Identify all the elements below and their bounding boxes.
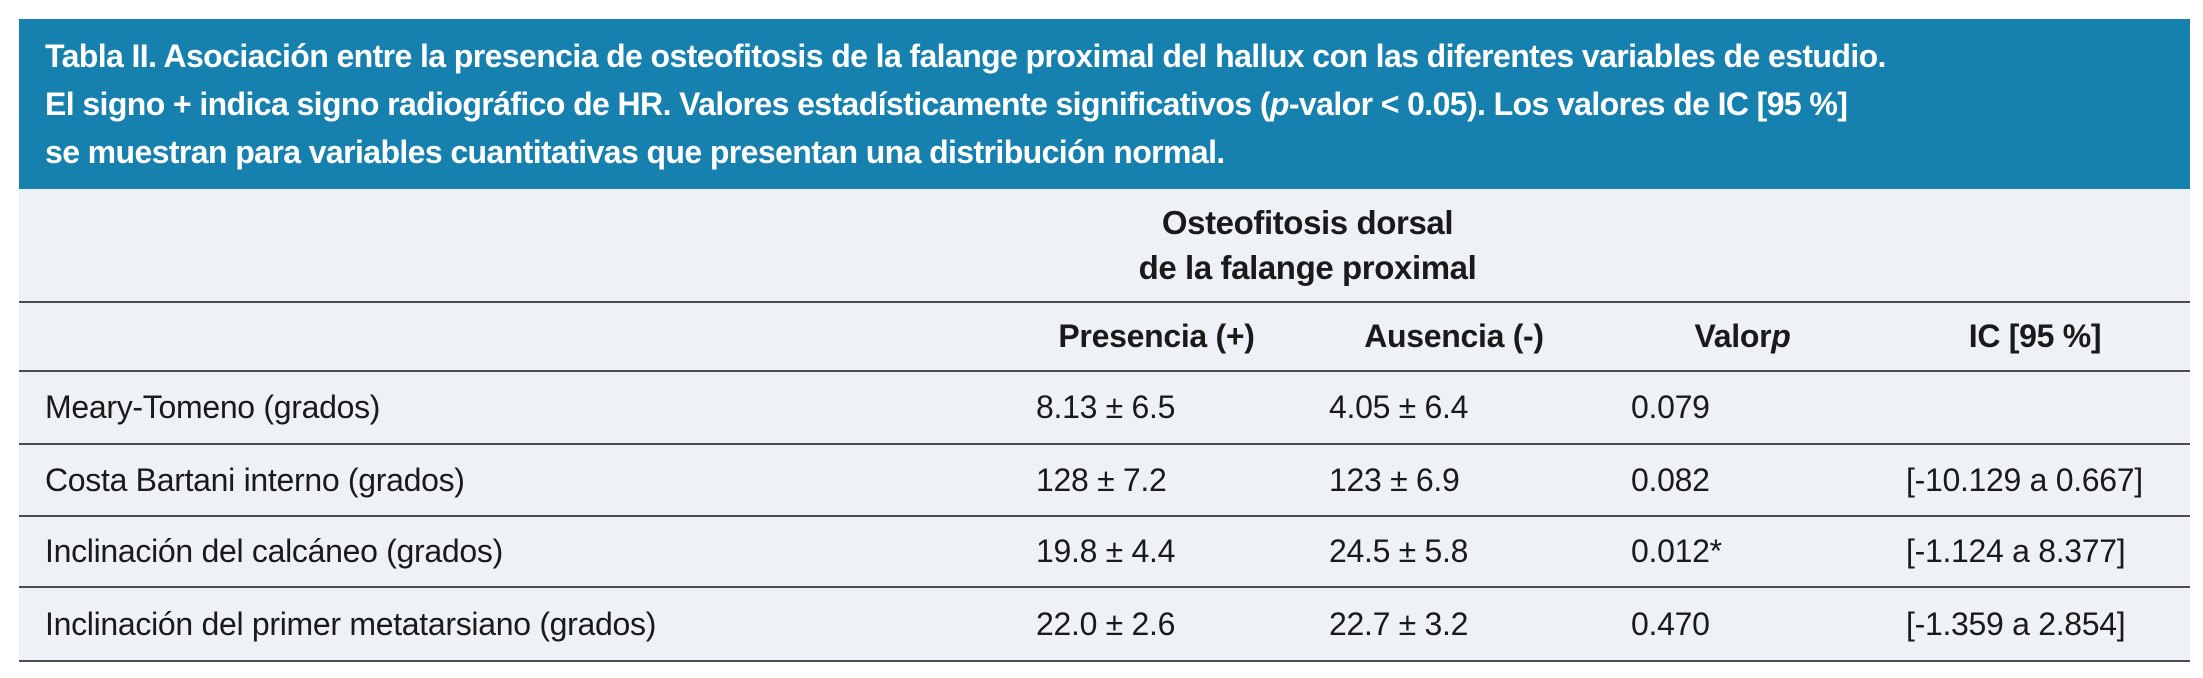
group-header-line-1: Osteofitosis dorsal xyxy=(1161,204,1454,241)
group-header-spacer xyxy=(19,189,1010,301)
cell-ausencia: 123 ± 6.9 xyxy=(1329,461,1460,498)
cell-variable-label: Inclinación del primer metatarsiano (gra… xyxy=(45,605,657,642)
cell-variable-label: Meary-Tomeno (grados) xyxy=(45,389,381,425)
caption-line-3: se muestran para variables cuantitativas… xyxy=(45,134,1225,170)
caption-line-2: El signo + indica signo radiográfico de … xyxy=(45,86,1848,122)
table-caption-banner: Tabla II. Asociación entre la presencia … xyxy=(19,19,2190,189)
caption-line-1: Tabla II. Asociación entre la presencia … xyxy=(45,38,1886,74)
cell-ausencia: 4.05 ± 6.4 xyxy=(1329,389,1469,425)
table-row: Inclinación del primer metatarsiano (gra… xyxy=(19,588,2190,662)
group-header: Osteofitosis dorsal de la falange proxim… xyxy=(1010,189,1605,301)
cell-presencia: 22.0 ± 2.6 xyxy=(1036,605,1176,642)
table-row: Inclinación del calcáneo (grados) 19.8 ±… xyxy=(19,517,2190,588)
cell-valor-p: 0.012* xyxy=(1631,533,1722,569)
group-header-line-2: de la falange proximal xyxy=(1138,249,1477,286)
cell-ausencia: 22.7 ± 3.2 xyxy=(1329,605,1469,642)
column-header-presencia: Presencia (+) xyxy=(1058,318,1255,354)
group-header-row: Osteofitosis dorsal de la falange proxim… xyxy=(19,189,2190,303)
cell-presencia: 8.13 ± 6.5 xyxy=(1036,389,1176,425)
column-header-valor-p: Valor p xyxy=(1694,318,1791,354)
cell-ausencia: 24.5 ± 5.8 xyxy=(1329,533,1469,569)
column-header-ausencia: Ausencia (-) xyxy=(1364,318,1544,354)
cell-presencia: 128 ± 7.2 xyxy=(1036,461,1167,498)
table-row: Costa Bartani interno (grados) 128 ± 7.2… xyxy=(19,445,2190,517)
cell-ic: [-1.124 a 8.377] xyxy=(1906,533,2126,569)
cell-ic xyxy=(1880,372,2190,443)
cell-valor-p: 0.079 xyxy=(1631,389,1710,425)
column-header-ic: IC [95 %] xyxy=(1968,318,2102,354)
group-header-spacer xyxy=(1605,189,1880,301)
group-header-spacer xyxy=(1880,189,2190,301)
cell-variable-label: Costa Bartani interno (grados) xyxy=(45,461,465,498)
cell-valor-p: 0.470 xyxy=(1631,605,1710,642)
cell-variable-label: Inclinación del calcáneo (grados) xyxy=(45,533,503,569)
column-header-row: Presencia (+) Ausencia (-) Valor p IC [9… xyxy=(19,303,2190,372)
column-header-spacer xyxy=(19,303,1010,370)
cell-ic: [-1.359 a 2.854] xyxy=(1906,605,2126,642)
table-row: Meary-Tomeno (grados) 8.13 ± 6.5 4.05 ± … xyxy=(19,372,2190,445)
cell-presencia: 19.8 ± 4.4 xyxy=(1036,533,1176,569)
cell-ic: [-10.129 a 0.667] xyxy=(1906,461,2143,498)
data-table: Osteofitosis dorsal de la falange proxim… xyxy=(19,189,2190,662)
cell-valor-p: 0.082 xyxy=(1631,461,1710,498)
